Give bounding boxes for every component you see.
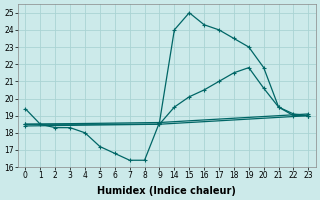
X-axis label: Humidex (Indice chaleur): Humidex (Indice chaleur) [98,186,236,196]
